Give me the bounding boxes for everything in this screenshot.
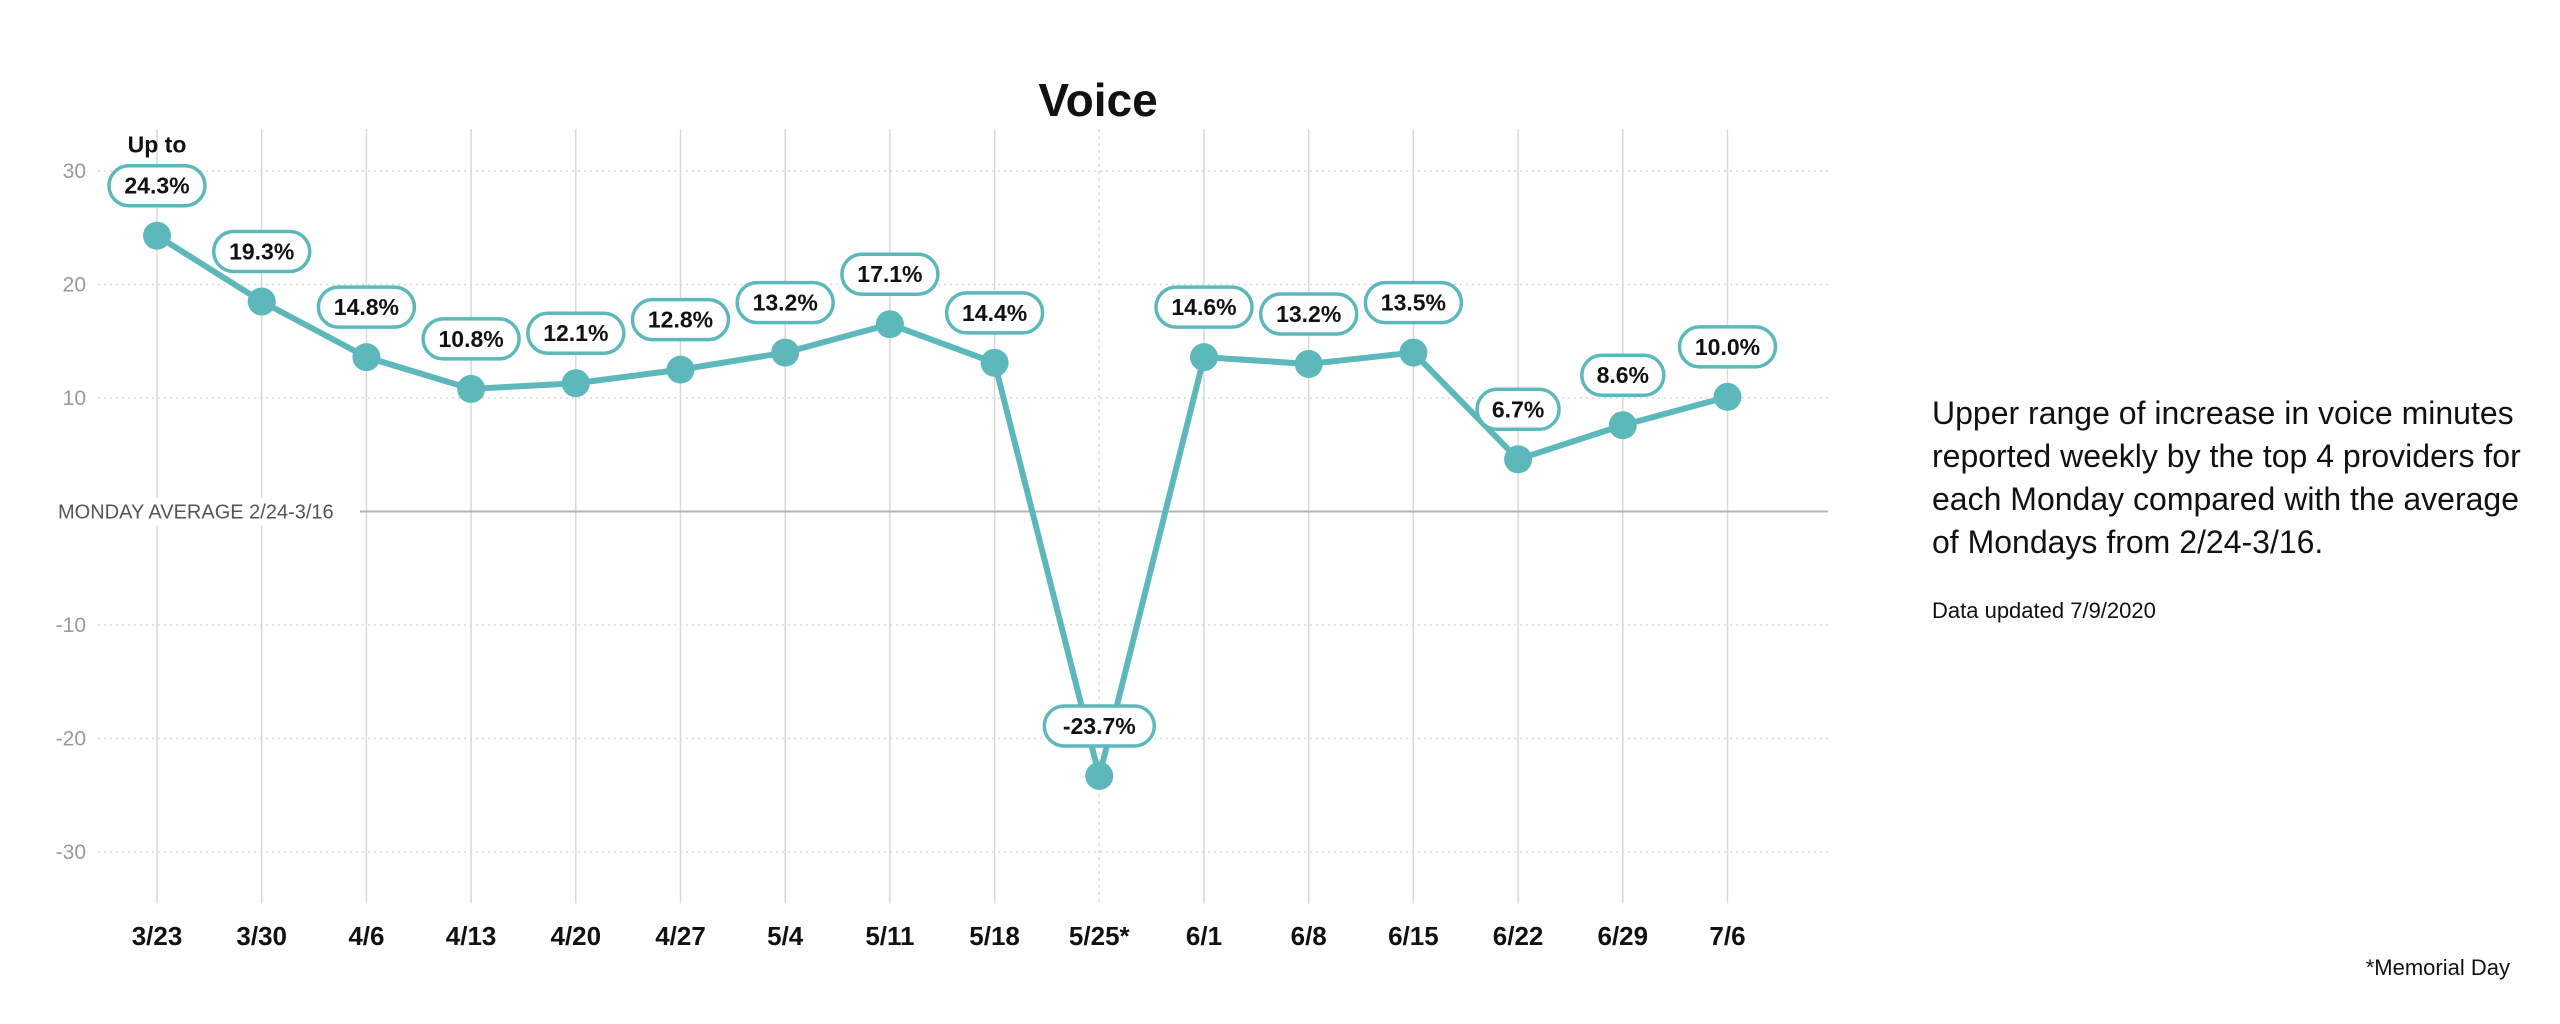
data-label: 13.5% (1381, 290, 1446, 316)
x-tick-label: 6/1 (1186, 921, 1222, 951)
x-tick-label: 5/11 (865, 921, 914, 951)
data-point (771, 338, 800, 367)
x-tick-label: 3/23 (132, 921, 183, 951)
data-label-box (630, 297, 731, 342)
data-label-box (421, 317, 521, 361)
data-label: 17.1% (857, 261, 922, 287)
x-tick-label: 6/15 (1388, 921, 1439, 951)
baseline-label-background (54, 497, 360, 526)
data-label: 14.4% (962, 300, 1027, 326)
series-voice (143, 221, 1742, 790)
x-tick-label: 3/30 (236, 921, 287, 951)
memorial-day-footnote: *Memorial Day (2365, 955, 2510, 980)
data-label-box (1363, 280, 1464, 325)
data-label-box (1154, 285, 1254, 329)
data-point (247, 287, 276, 316)
data-point (561, 369, 590, 398)
data-labels: 24.3% Up to 19.3% 14.8% 10.8% 12.1% 12.8% 13.2%… (107, 132, 1778, 748)
data-label: 14.6% (1171, 294, 1236, 320)
y-tick-label: 20 (63, 274, 86, 297)
series-line (155, 233, 1729, 779)
data-point (666, 355, 695, 384)
data-label-box (1042, 704, 1157, 748)
data-label: 13.2% (1276, 301, 1341, 327)
data-point (1504, 445, 1533, 474)
baseline-label: MONDAY AVERAGE 2/24-3/16 (58, 502, 334, 524)
data-label-box (526, 311, 626, 355)
data-label-box (735, 280, 835, 325)
data-label: 24.3% (124, 173, 189, 199)
x-tick-label: 5/4 (767, 921, 804, 951)
data-label: 10.8% (438, 326, 503, 352)
data-label: 6.7% (1492, 396, 1544, 422)
data-label: 12.1% (543, 320, 608, 346)
data-label-box (1258, 292, 1359, 336)
data-label-prefix: Up to (128, 132, 187, 158)
y-tick-label: -30 (56, 841, 86, 864)
data-label: 12.8% (648, 307, 713, 333)
baseline: MONDAY AVERAGE 2/24-3/16 (54, 497, 1828, 526)
y-tick-label: -20 (56, 728, 86, 751)
data-point (1190, 343, 1218, 372)
data-label-box (211, 229, 312, 274)
data-point (1713, 382, 1742, 411)
x-tick-label: 4/13 (446, 921, 497, 951)
chart-title: Voice (1038, 74, 1157, 126)
data-point (875, 310, 904, 339)
y-tick-label: 10 (63, 387, 86, 410)
chart-description: Upper range of increase in voice minutes… (1932, 395, 2521, 560)
data-point (457, 374, 486, 403)
data-label-box (1677, 325, 1778, 369)
y-axis: 30 20 10 -10 -20 -30 (56, 160, 86, 864)
x-axis: 3/23 3/30 4/6 4/13 4/20 4/27 5/4 5/11 5/18 5/25* 6… (132, 921, 1746, 951)
data-label-box (107, 163, 207, 208)
data-point (143, 221, 171, 250)
data-label-box (840, 252, 940, 296)
data-label: 14.8% (334, 294, 399, 320)
data-label-box (1580, 353, 1666, 397)
y-tick-label: -10 (56, 614, 86, 637)
data-point (980, 348, 1009, 377)
data-updated-note: Data updated 7/9/2020 (1932, 598, 2156, 623)
data-point (1085, 761, 1114, 790)
x-tick-label: 5/25* (1069, 921, 1131, 951)
data-point (1399, 338, 1428, 367)
data-point (352, 343, 381, 372)
data-label: -23.7% (1063, 713, 1136, 739)
x-tick-label: 5/18 (969, 921, 1020, 951)
x-tick-label: 4/6 (348, 921, 384, 951)
data-label: 10.0% (1695, 334, 1760, 360)
data-label-box (944, 291, 1045, 335)
x-tick-label: 4/20 (550, 921, 601, 951)
data-point (1608, 411, 1637, 440)
data-label-box (1475, 387, 1561, 432)
x-tick-label: 6/29 (1597, 921, 1648, 951)
data-label: 13.2% (753, 290, 818, 316)
x-tick-label: 6/8 (1291, 921, 1327, 951)
x-tick-label: 7/6 (1709, 921, 1745, 951)
x-tick-label: 4/27 (655, 921, 706, 951)
data-label-box (316, 285, 417, 329)
data-point (1294, 349, 1323, 378)
y-tick-label: 30 (63, 160, 86, 183)
x-tick-label: 6/22 (1493, 921, 1544, 951)
data-label: 8.6% (1597, 362, 1649, 388)
data-label: 19.3% (229, 239, 294, 265)
